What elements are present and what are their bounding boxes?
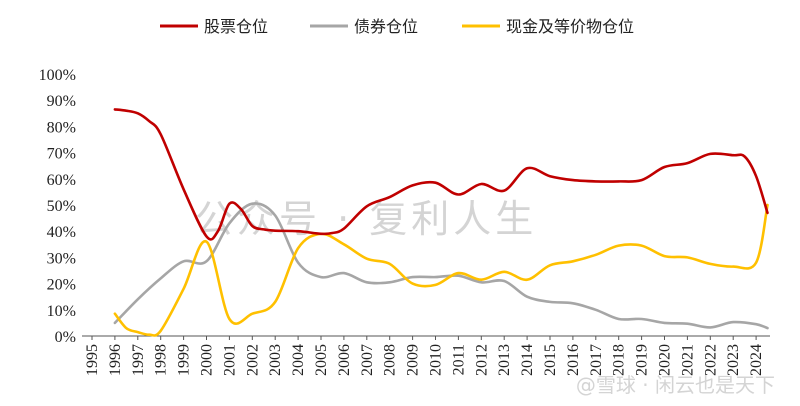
y-tick-label: 70% [47,146,76,163]
x-tick-label: 2001 [221,344,238,376]
x-tick-label: 2010 [428,344,445,376]
x-tick-label: 1995 [84,344,101,376]
legend-label-2: 现金及等价物仓位 [506,17,634,36]
x-tick-label: 2024 [748,344,765,376]
x-tick-label: 2013 [496,344,513,376]
x-axis: 1995 1996 1997 1998 1999 2000 2001 2002 2003 2004… [82,335,770,376]
x-tick-label: 2022 [702,344,719,376]
y-tick-label: 30% [47,250,76,267]
x-tick-label: 2016 [565,344,582,376]
x-tick-label: 1999 [176,344,193,376]
x-tick-label: 2002 [244,344,261,376]
x-tick-label: 2007 [359,344,376,376]
x-tick-label: 2023 [725,344,742,376]
x-tick-label: 2021 [679,344,696,376]
x-tick-label: 2004 [290,344,307,376]
series-line-2 [113,203,769,337]
credit-watermark: @雪球 · 闲云也是天下 [576,373,775,397]
watermark-layer: 公众号 · 复利人生 @雪球 · 闲云也是天下 [195,197,775,397]
x-tick-label: 1996 [107,344,124,376]
x-tick-label: 1998 [153,344,170,376]
series-lines [113,108,769,337]
x-tick-label: 2011 [450,344,467,375]
y-tick-label: 0% [55,329,76,346]
x-tick-label: 2020 [657,344,674,376]
x-tick-label: 2006 [336,344,353,376]
y-tick-label: 40% [47,224,76,241]
x-tick-label: 1997 [130,344,147,376]
x-tick-label: 2005 [313,344,330,376]
y-axis-ticks: 0% 10% 20% 30% 40% 50% 60% 70% 80% 90% 100% [39,67,76,346]
x-tick-label: 2008 [382,344,399,376]
y-tick-label: 90% [47,93,76,110]
y-tick-label: 60% [47,172,76,189]
x-tick-label: 2003 [267,344,284,376]
x-tick-label: 2018 [611,344,628,376]
y-tick-label: 50% [47,198,76,215]
legend-label-0: 股票仓位 [204,17,268,36]
x-tick-label: 2014 [519,344,536,376]
x-tick-label: 2000 [199,344,216,376]
series-line-1 [113,202,769,330]
y-tick-label: 80% [47,119,76,136]
y-tick-label: 100% [39,67,76,84]
series-line-0 [113,108,769,241]
x-tick-label: 2012 [473,344,490,376]
y-tick-label: 20% [47,277,76,294]
x-tick-label: 2017 [588,344,605,376]
legend: 股票仓位 债券仓位 现金及等价物仓位 [160,17,634,36]
x-tick-label: 2009 [405,344,422,376]
legend-label-1: 债券仓位 [354,17,418,36]
x-tick-label: 2019 [634,344,651,376]
x-tick-label: 2015 [542,344,559,376]
y-tick-label: 10% [47,303,76,320]
